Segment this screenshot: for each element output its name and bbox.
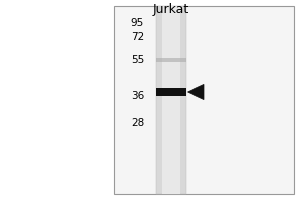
Bar <box>162 6 180 194</box>
Bar <box>156 58 186 62</box>
Polygon shape <box>188 84 204 100</box>
Bar <box>156 6 186 194</box>
Text: 95: 95 <box>131 18 144 28</box>
Text: 55: 55 <box>131 55 144 65</box>
Text: 72: 72 <box>131 32 144 42</box>
Text: 36: 36 <box>131 91 144 101</box>
Bar <box>114 6 294 194</box>
Bar <box>156 88 186 96</box>
Text: Jurkat: Jurkat <box>153 3 189 17</box>
Text: 28: 28 <box>131 118 144 128</box>
